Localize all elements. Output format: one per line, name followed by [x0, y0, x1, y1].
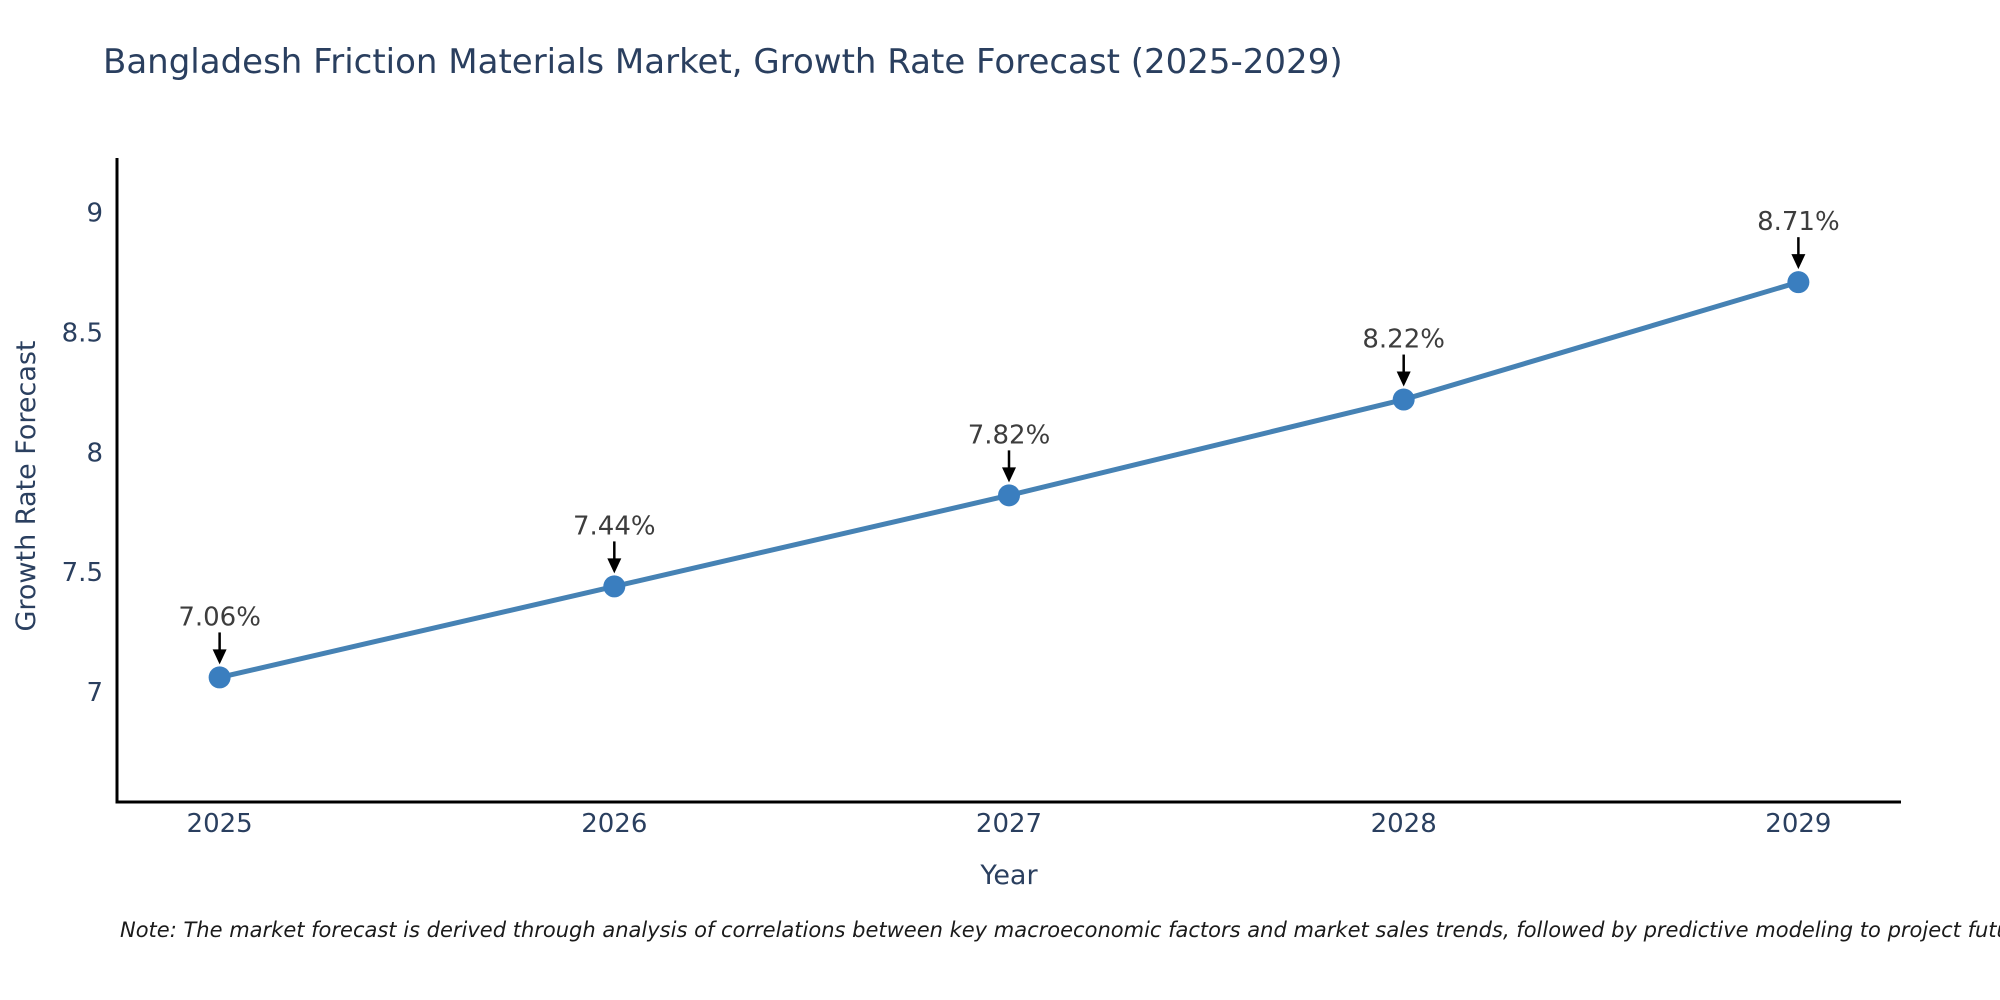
chart-title: Bangladesh Friction Materials Market, Gr… — [103, 42, 1343, 82]
data-point[interactable] — [998, 484, 1020, 507]
x-tick-label: 2025 — [187, 809, 253, 839]
y-axis-title: Growth Rate Forecast — [11, 340, 42, 632]
x-tick-label: 2026 — [581, 809, 647, 839]
y-tick-label: 8 — [86, 438, 103, 468]
data-point[interactable] — [1392, 388, 1415, 411]
annotation-arrow-head — [607, 558, 622, 574]
annotation-arrow-head — [212, 649, 227, 665]
data-point-label: 7.44% — [573, 511, 656, 541]
footnote: Note: The market forecast is derived thr… — [120, 918, 2000, 942]
y-tick-label: 7.5 — [62, 558, 103, 588]
data-point-label: 8.71% — [1757, 207, 1840, 237]
annotation-arrow-head — [1791, 254, 1806, 270]
data-point[interactable] — [1787, 271, 1810, 294]
y-tick-label: 7 — [86, 678, 103, 708]
data-point-label: 8.22% — [1362, 325, 1445, 355]
annotation-arrow-head — [1396, 371, 1411, 387]
x-axis-title: Year — [980, 860, 1038, 891]
data-point-label: 7.06% — [178, 602, 261, 632]
data-point-label: 7.82% — [968, 420, 1051, 450]
x-tick-label: 2028 — [1371, 809, 1437, 839]
data-point[interactable] — [603, 575, 626, 598]
x-tick-label: 2027 — [976, 809, 1042, 839]
y-tick-label: 9 — [86, 199, 103, 229]
annotation-arrow-head — [1002, 467, 1016, 483]
data-point[interactable] — [208, 666, 231, 689]
x-tick-label: 2029 — [1765, 809, 1831, 839]
y-tick-label: 8.5 — [62, 318, 103, 348]
